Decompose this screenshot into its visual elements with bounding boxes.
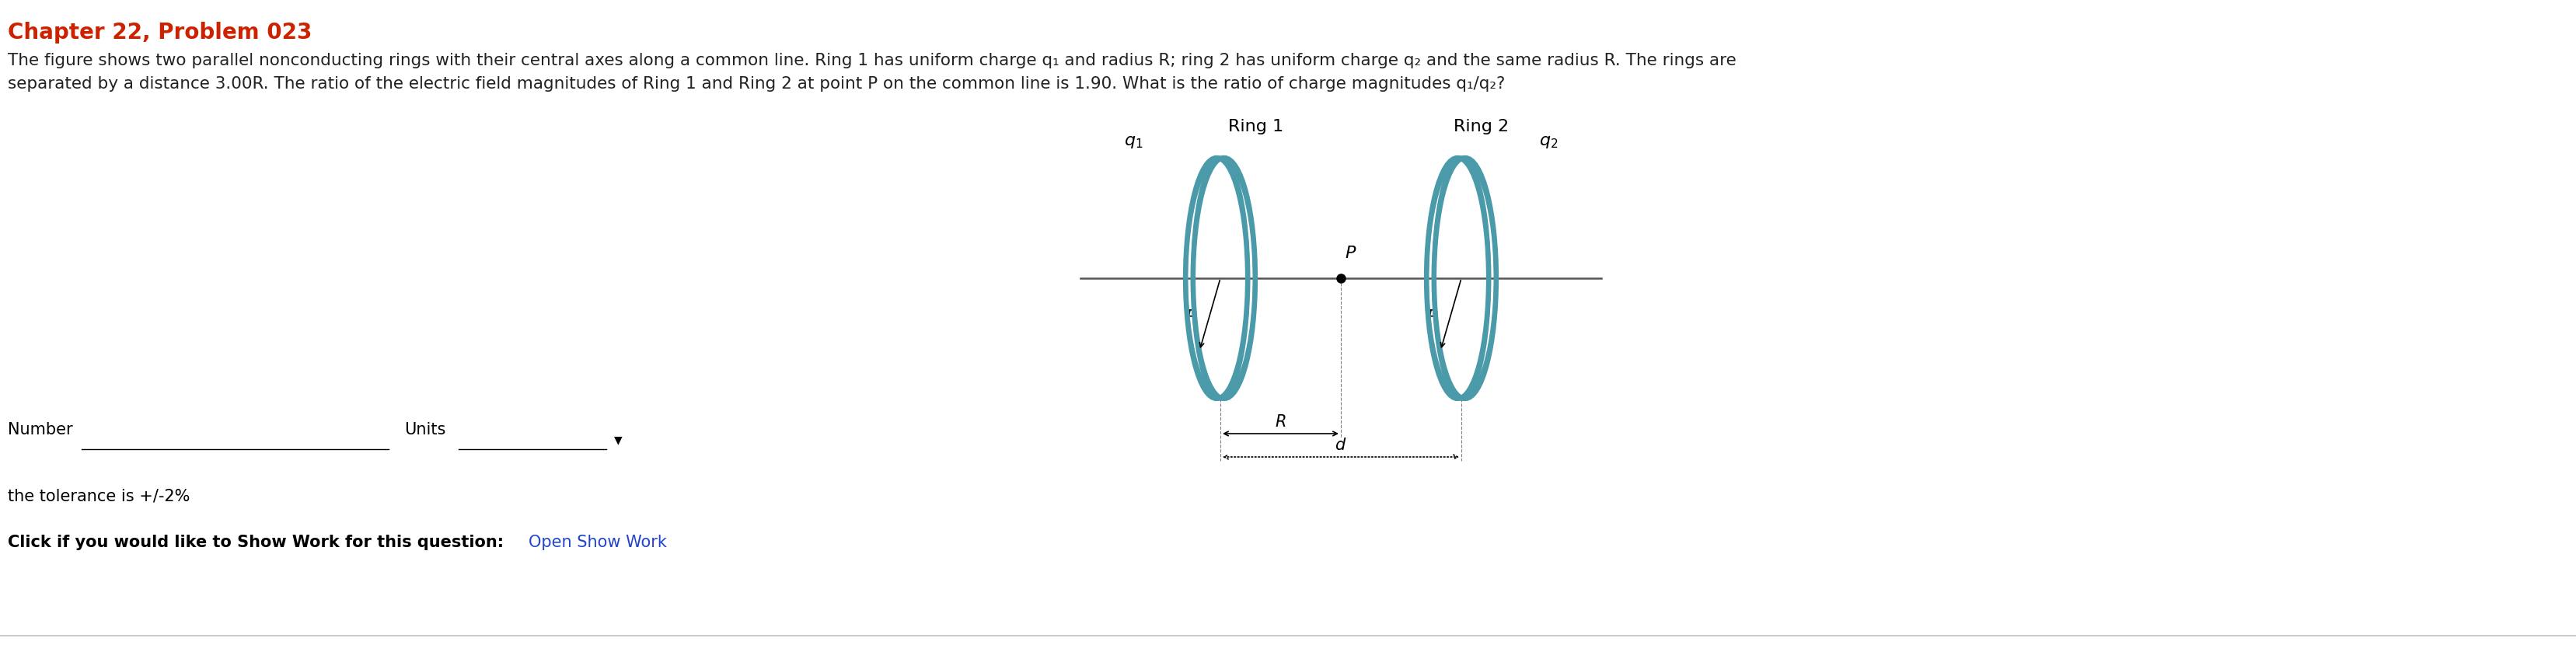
- Text: $R$: $R$: [1185, 309, 1198, 325]
- Text: $q_2$: $q_2$: [1538, 134, 1558, 150]
- Text: separated by a distance 3.00R. The ratio of the electric field magnitudes of Rin: separated by a distance 3.00R. The ratio…: [8, 76, 1504, 92]
- Text: ▼: ▼: [613, 434, 623, 445]
- Text: $d$: $d$: [1334, 438, 1347, 453]
- Text: Units: Units: [404, 422, 446, 438]
- Text: the tolerance is +/-2%: the tolerance is +/-2%: [8, 488, 191, 503]
- Text: Click if you would like to Show Work for this question:: Click if you would like to Show Work for…: [8, 534, 505, 550]
- Text: $q_1$: $q_1$: [1123, 134, 1144, 150]
- Text: Ring 1: Ring 1: [1229, 119, 1283, 134]
- Text: $R$: $R$: [1275, 415, 1285, 430]
- Text: Ring 2: Ring 2: [1453, 119, 1510, 134]
- Text: The figure shows two parallel nonconducting rings with their central axes along : The figure shows two parallel nonconduct…: [8, 53, 1736, 69]
- Text: Open Show Work: Open Show Work: [528, 534, 667, 550]
- Text: $R$: $R$: [1427, 309, 1437, 325]
- Text: Chapter 22, Problem 023: Chapter 22, Problem 023: [8, 22, 312, 43]
- Text: Number: Number: [8, 422, 72, 438]
- Text: P: P: [1345, 246, 1355, 261]
